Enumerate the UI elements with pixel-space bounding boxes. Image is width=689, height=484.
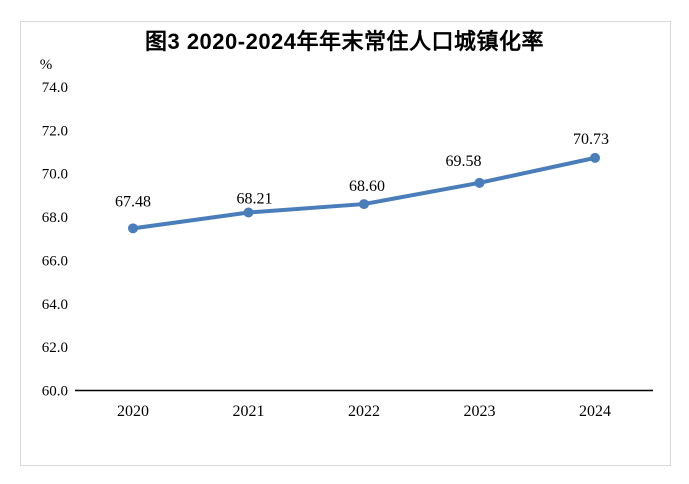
y-axis-tick-label: 66.0 (42, 253, 68, 269)
data-point-marker (474, 177, 485, 188)
x-axis-tick-label: 2022 (348, 403, 380, 420)
x-axis-tick-label: 2021 (233, 403, 265, 420)
data-point-label: 69.58 (446, 153, 482, 170)
y-axis-tick-label: 74.0 (42, 80, 68, 96)
y-axis-tick-label: 62.0 (42, 340, 68, 356)
chart-title: 图3 2020-2024年年末常住人口城镇化率 (144, 29, 545, 54)
data-point-marker (243, 207, 254, 218)
y-axis-tick-label: 60.0 (42, 384, 68, 400)
x-axis-tick-label: 2020 (117, 403, 149, 420)
data-point-label: 70.73 (573, 131, 609, 148)
y-axis-tick-label: 72.0 (42, 123, 68, 139)
x-axis-tick-label: 2023 (464, 403, 496, 420)
y-axis-tick-label: 70.0 (42, 167, 68, 183)
y-axis-unit-label: % (40, 57, 53, 73)
y-axis-tick-label: 68.0 (42, 210, 68, 226)
data-point-marker (590, 152, 600, 163)
x-axis-tick-label: 2024 (579, 403, 611, 420)
data-point-label: 68.60 (349, 178, 385, 195)
data-point-marker (359, 199, 369, 210)
data-point-label: 68.21 (237, 191, 273, 208)
chart-frame (20, 21, 671, 466)
y-axis-tick-label: 64.0 (42, 297, 68, 313)
data-point-marker (128, 223, 138, 234)
data-point-label: 67.48 (115, 193, 151, 210)
